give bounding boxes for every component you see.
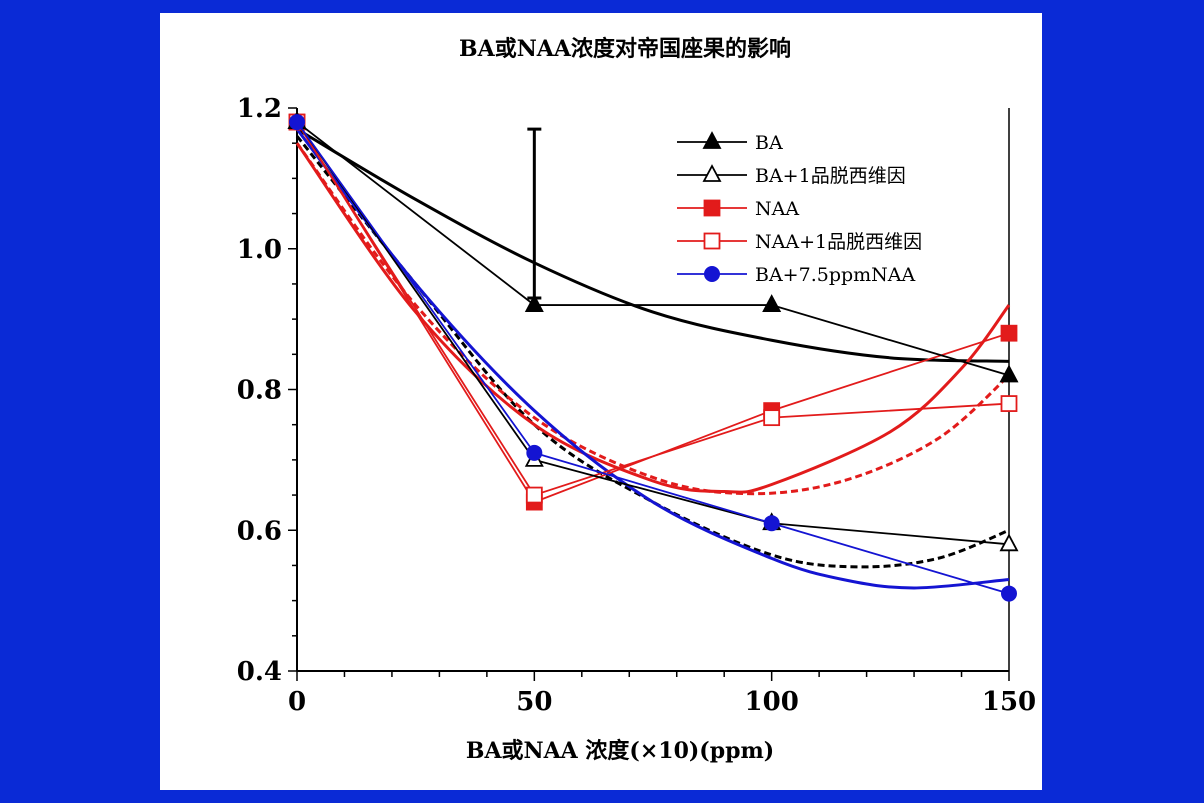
series-line	[296, 121, 1010, 546]
axes: 0 50 100 150 0.4 0.6 0.8 1.0 1.2	[237, 94, 1036, 717]
legend-item: NAA+1品脱西维因	[677, 231, 922, 253]
legend-marker	[702, 131, 722, 149]
legend-label: BA+7.5ppmNAA	[755, 264, 916, 286]
chart-svg: BA或NAA浓度对帝国座果的影响 0 50 100 150 0.4 0.6 0.8 1.0 1.…	[237, 36, 1036, 764]
legend-marker	[704, 266, 720, 282]
y-tick-label: 0.6	[237, 516, 282, 546]
legend-item: BA	[677, 131, 783, 154]
fitted-curve-solid	[295, 142, 1011, 494]
data-point	[524, 294, 544, 312]
data-point	[289, 114, 305, 131]
y-tick-label: 1.0	[237, 235, 282, 265]
x-tick-label: 150	[982, 687, 1036, 717]
x-axis-label: BA或NAA 浓度(×10)(ppm)	[466, 738, 774, 764]
data-point	[763, 409, 781, 427]
data-point	[999, 364, 1019, 383]
data-point	[525, 486, 543, 504]
data-point	[999, 533, 1019, 552]
series-line	[296, 121, 1010, 497]
legend-marker	[702, 164, 722, 182]
legend-label: NAA	[755, 198, 799, 220]
legend: BA BA+1品脱西维因 NAA NAA+1品脱西维因 BA+7.5ppmNAA	[677, 131, 922, 286]
legend-label: BA+1品脱西维因	[755, 165, 906, 187]
data-point	[763, 515, 780, 532]
fitted-curve-dashed	[295, 142, 1010, 496]
legend-item: BA+7.5ppmNAA	[677, 264, 916, 286]
data-point	[526, 444, 543, 461]
series-line	[296, 121, 1010, 377]
legend-label: BA	[755, 132, 783, 154]
legend-item: NAA	[677, 198, 799, 220]
legend-marker	[703, 232, 721, 250]
data-point	[1001, 585, 1017, 602]
series-line	[296, 121, 1010, 595]
series-naa-1-	[288, 113, 1018, 504]
legend-label: NAA+1品脱西维因	[755, 231, 922, 253]
x-tick-label: 50	[516, 687, 552, 717]
data-series	[287, 111, 1019, 602]
series-ba-1-	[287, 111, 1019, 552]
chart-panel: BA或NAA浓度对帝国座果的影响 0 50 100 150 0.4 0.6 0.8 1.0 1.…	[160, 13, 1042, 790]
data-point	[762, 294, 782, 312]
x-tick-label: 0	[288, 687, 306, 717]
series-ba-7.5ppmnaa	[289, 114, 1017, 602]
fitted-curve-solid	[296, 127, 1010, 363]
x-tick-label: 100	[745, 687, 799, 717]
fitted-curve-solid	[295, 128, 1010, 590]
y-tick-label: 1.2	[237, 94, 282, 124]
y-tick-label: 0.8	[237, 376, 282, 406]
fitted-curves	[295, 127, 1011, 590]
data-point	[1000, 395, 1018, 412]
y-tick-label: 0.4	[237, 657, 282, 687]
chart-title: BA或NAA浓度对帝国座果的影响	[459, 36, 791, 62]
legend-marker	[703, 199, 721, 217]
legend-item: BA+1品脱西维因	[677, 164, 906, 187]
data-point	[1000, 324, 1018, 342]
